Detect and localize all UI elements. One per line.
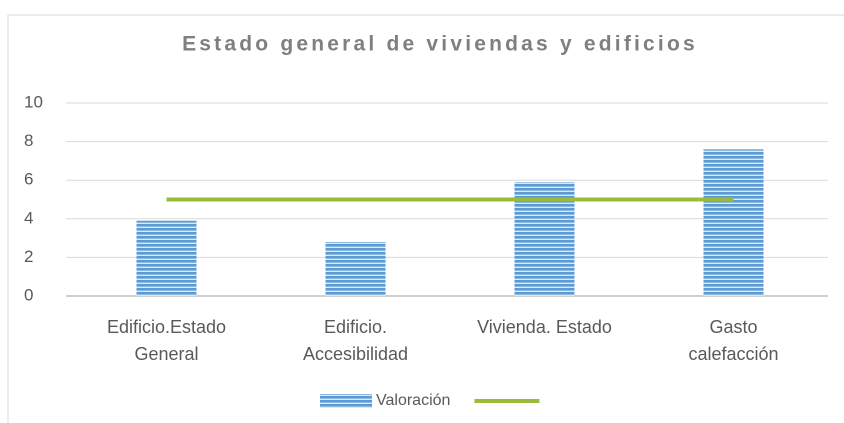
legend-swatch (320, 394, 372, 408)
x-tick-label: Edificio.Estado General (106, 317, 227, 364)
y-tick-label: 2 (24, 247, 33, 266)
y-tick-label: 10 (24, 92, 43, 111)
x-tick-label: Gasto calefacción (688, 317, 779, 364)
bar (136, 220, 197, 296)
x-tick-label: Edificio. Accesibilidad (302, 317, 409, 364)
x-tick-label: Vivienda. Estado (477, 317, 612, 337)
y-tick-label: 0 (24, 285, 33, 304)
bar (325, 241, 386, 296)
y-tick-label: 4 (24, 208, 33, 227)
legend-label: Valoración (376, 392, 450, 409)
y-tick-label: 6 (24, 170, 33, 189)
y-tick-label: 8 (24, 131, 33, 150)
chart-frame (7, 14, 844, 423)
bar (703, 149, 764, 296)
chart-title: Estado general de viviendas y edificios (182, 33, 698, 56)
